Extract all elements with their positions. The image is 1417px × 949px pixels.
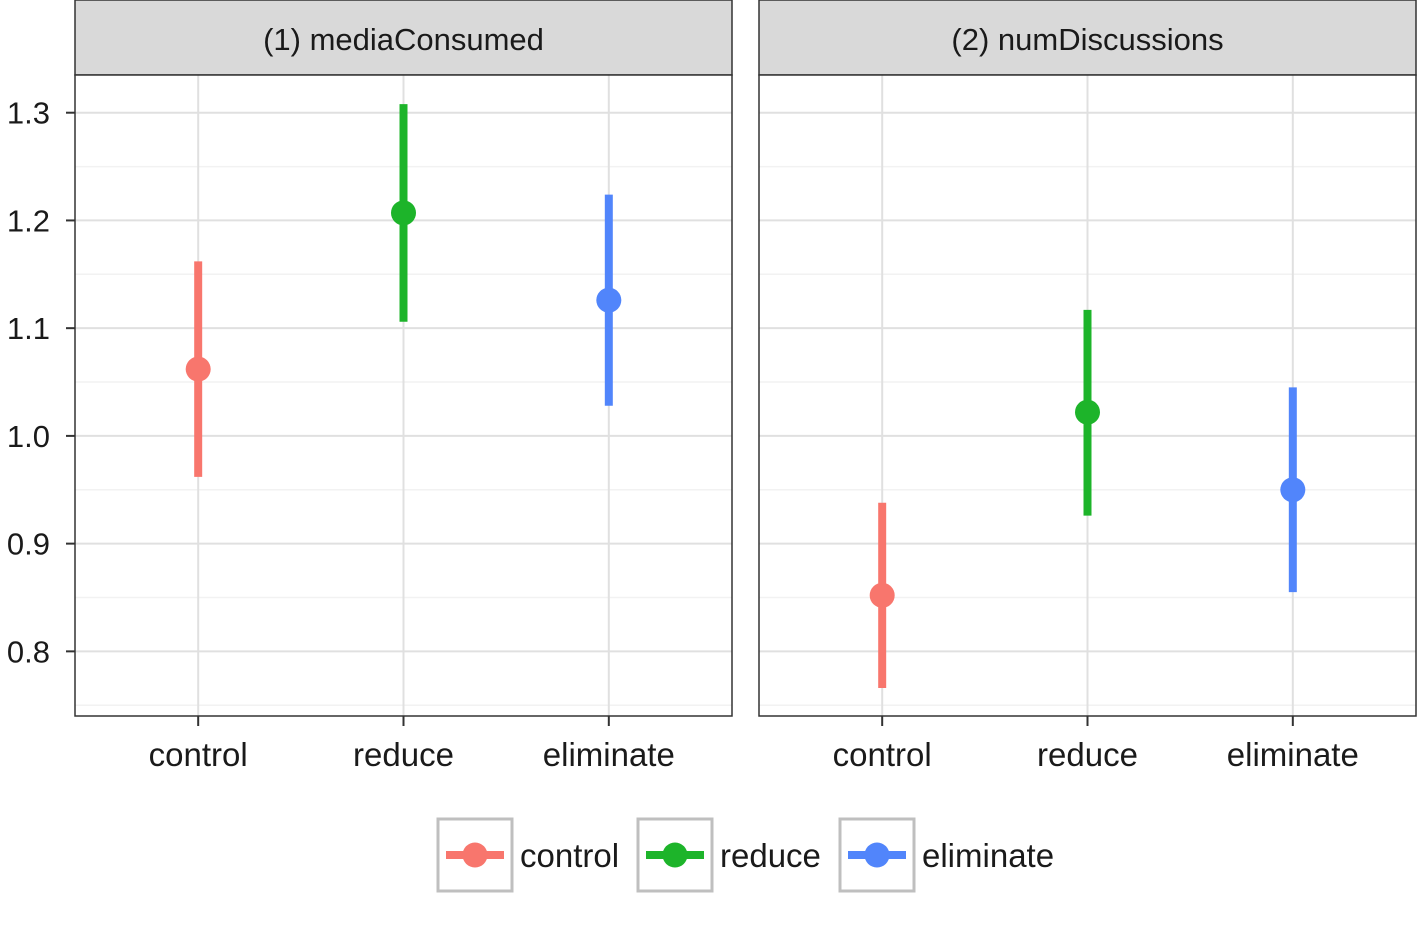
legend-key-point [462,842,488,868]
point-eliminate [596,287,622,313]
y-tick-label: 0.9 [7,527,50,562]
y-tick-label: 1.2 [7,203,50,238]
facet-strip [758,0,1417,76]
y-tick-label: 1.1 [7,311,50,346]
facet-strip-label: (2) numDiscussions [951,22,1223,57]
x-tick-label: eliminate [1227,736,1359,773]
x-tick-label: reduce [1037,736,1138,773]
point-control [869,582,895,608]
x-tick-label: reduce [353,736,454,773]
x-tick-label: eliminate [543,736,675,773]
facet-panel-1: (1) mediaConsumed control reduce eliminate [74,0,733,773]
legend-key-point [662,842,688,868]
facet-panel-2: (2) numDiscussions control reduce eliminate [758,0,1417,773]
legend-key-point [864,842,890,868]
point-reduce [391,200,416,226]
facet-strip [74,0,733,76]
point-control [185,356,211,382]
point-eliminate [1280,477,1306,503]
y-tick-label: 1.3 [7,96,50,131]
y-tick-label: 0.8 [7,634,50,669]
x-tick-label: control [833,736,932,773]
y-axis: 0.8 0.9 1.0 1.1 1.2 1.3 [7,96,75,669]
facet-strip-label: (1) mediaConsumed [263,22,544,57]
legend: control reduce eliminate [436,817,1054,893]
legend-label: control [520,837,619,874]
legend-label: reduce [720,837,821,874]
point-reduce [1075,399,1100,425]
y-tick-label: 1.0 [7,419,50,454]
x-tick-label: control [149,736,248,773]
legend-label: eliminate [922,837,1054,874]
